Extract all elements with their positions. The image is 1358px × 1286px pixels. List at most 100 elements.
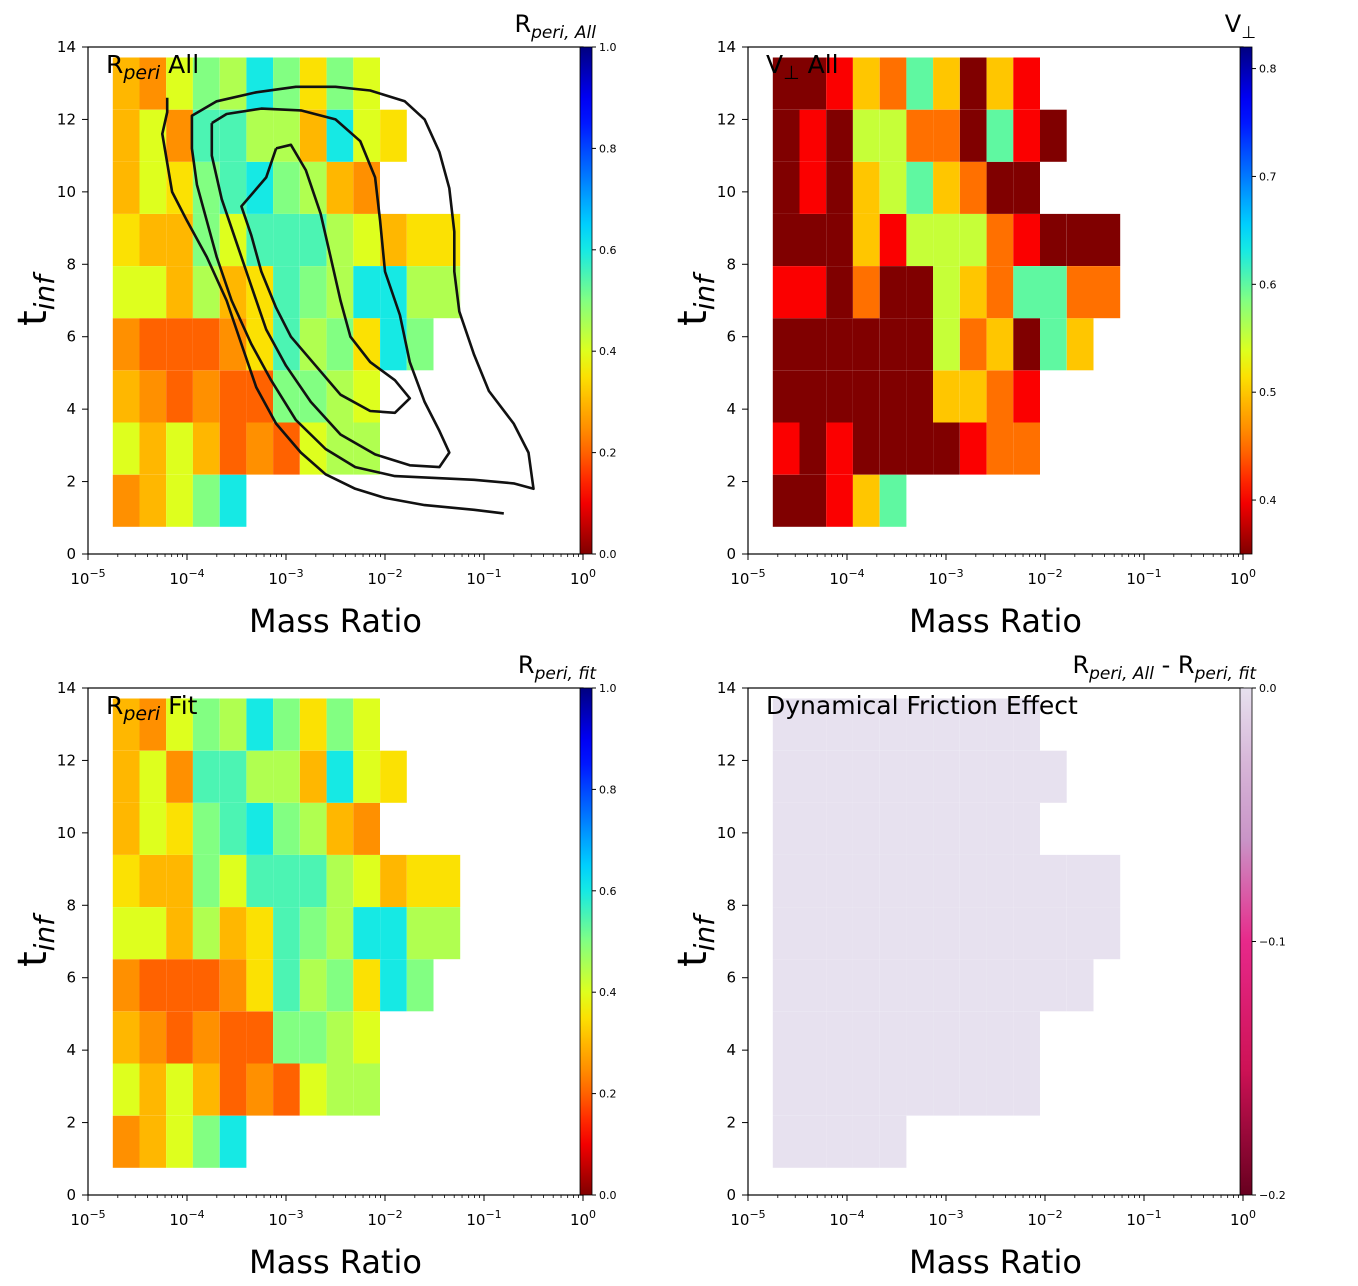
heatmap-cell (852, 750, 880, 803)
heatmap-cell (933, 422, 960, 475)
heatmap-cell (273, 57, 300, 110)
heatmap-cell (380, 266, 407, 319)
heatmap-cell (772, 474, 800, 527)
heatmap-cell (246, 109, 274, 162)
heatmap-cell (933, 959, 960, 1012)
heatmap-cell (299, 750, 327, 803)
heatmap-cell (799, 318, 827, 371)
heatmap-cell (772, 1115, 800, 1168)
heatmap-cell (273, 854, 300, 907)
heatmap-cell (326, 161, 354, 214)
heatmap-cell (326, 698, 354, 751)
heatmap-cell (799, 109, 827, 162)
heatmap-cell (1040, 959, 1067, 1012)
heatmap-cell (933, 698, 960, 751)
heatmap-cell (166, 750, 193, 803)
heatmap-cell (826, 1063, 853, 1116)
heatmap-cell (826, 854, 853, 907)
heatmap-cell (933, 161, 960, 214)
x-tick-label: 10−4 (829, 1208, 864, 1229)
heatmap-cell (799, 802, 827, 855)
colorbar-strip (579, 46, 593, 555)
heatmap-cell (353, 698, 380, 751)
heatmap-cell (246, 422, 274, 475)
heatmap-cell (959, 854, 987, 907)
heatmap-cell (273, 959, 300, 1012)
heatmap-cell (192, 698, 220, 751)
heatmap-cell (112, 750, 140, 803)
panel-label: V⊥ All (766, 50, 839, 84)
heatmap-cell (139, 422, 167, 475)
heatmap-cell (906, 698, 934, 751)
heatmap-cell (166, 422, 193, 475)
heatmap-cell (906, 57, 934, 110)
y-tick-label: 6 (66, 969, 76, 987)
heatmap-cell (406, 907, 434, 960)
heatmap-cell (1066, 266, 1094, 319)
heatmap-cell (326, 1011, 354, 1064)
heatmap-cell (166, 1115, 193, 1168)
heatmap-cell (326, 750, 354, 803)
heatmap-cell (906, 750, 934, 803)
heatmap-cell (772, 854, 800, 907)
heatmap-cell (852, 1063, 880, 1116)
y-tick-label: 6 (726, 969, 736, 987)
heatmap-cell (139, 57, 167, 110)
heatmap-cell (826, 109, 853, 162)
heatmap-cell (273, 161, 300, 214)
x-tick-label: 10−2 (367, 1208, 402, 1229)
heatmap-cell (219, 422, 247, 475)
y-tick-label: 4 (66, 400, 76, 418)
heatmap-cell (380, 959, 407, 1012)
heatmap-cell (273, 802, 300, 855)
panel-label: Rperi Fit (106, 691, 198, 725)
heatmap-cell (246, 1011, 274, 1064)
heatmap-cell (852, 213, 880, 266)
colorbar-tick-label: 0.6 (599, 244, 617, 257)
heatmap-cell (1040, 109, 1067, 162)
heatmap-cell (799, 750, 827, 803)
heatmap-cell (299, 1063, 327, 1116)
heatmap-cell (772, 1063, 800, 1116)
heatmap-cell (353, 750, 380, 803)
heatmap-cell (353, 854, 380, 907)
heatmap-cell (380, 854, 407, 907)
heatmap-cell (246, 854, 274, 907)
heatmap-cell (1013, 907, 1040, 960)
heatmap-cell (852, 161, 880, 214)
heatmap-cell (986, 802, 1014, 855)
colorbar-tick-label: 0.2 (599, 447, 617, 460)
heatmap-cell (1066, 213, 1094, 266)
panel-label: Dynamical Friction Effect (766, 691, 1078, 720)
x-tick-label: 10−5 (730, 567, 765, 588)
heatmap-cell (112, 422, 140, 475)
heatmap-cell (959, 750, 987, 803)
colorbar-tick-label: 1.0 (599, 41, 617, 54)
heatmap-cell (826, 57, 853, 110)
y-tick-label: 2 (726, 473, 736, 491)
heatmap-cell (326, 318, 354, 371)
heatmap-cell (826, 959, 853, 1012)
y-tick-label: 12 (57, 751, 76, 769)
heatmap-cell (353, 57, 380, 110)
heatmap-cell (799, 698, 827, 751)
heatmap-cell (879, 213, 907, 266)
y-tick-label: 8 (66, 896, 76, 914)
heatmap-cell (192, 750, 220, 803)
heatmap-cell (273, 750, 300, 803)
heatmap-cell (353, 266, 380, 319)
heatmap-cell (852, 318, 880, 371)
heatmap-cell (299, 698, 327, 751)
heatmap-cell (986, 161, 1014, 214)
heatmap-cell (959, 370, 987, 423)
chart-panel-1: 0 2 4 6 8 10 12 14 10−5 10−4 10−3 10−2 10−1 100 Mass R… (10, 10, 617, 640)
heatmap-cell (112, 109, 140, 162)
colorbar-tick-label: 0.4 (1259, 494, 1277, 507)
heatmap-cell (799, 161, 827, 214)
heatmap-cell (1040, 907, 1067, 960)
y-axis-label: tinf (10, 271, 61, 326)
heatmap-cell (219, 370, 247, 423)
heatmap-cell (1093, 213, 1121, 266)
heatmap-cell (192, 1011, 220, 1064)
